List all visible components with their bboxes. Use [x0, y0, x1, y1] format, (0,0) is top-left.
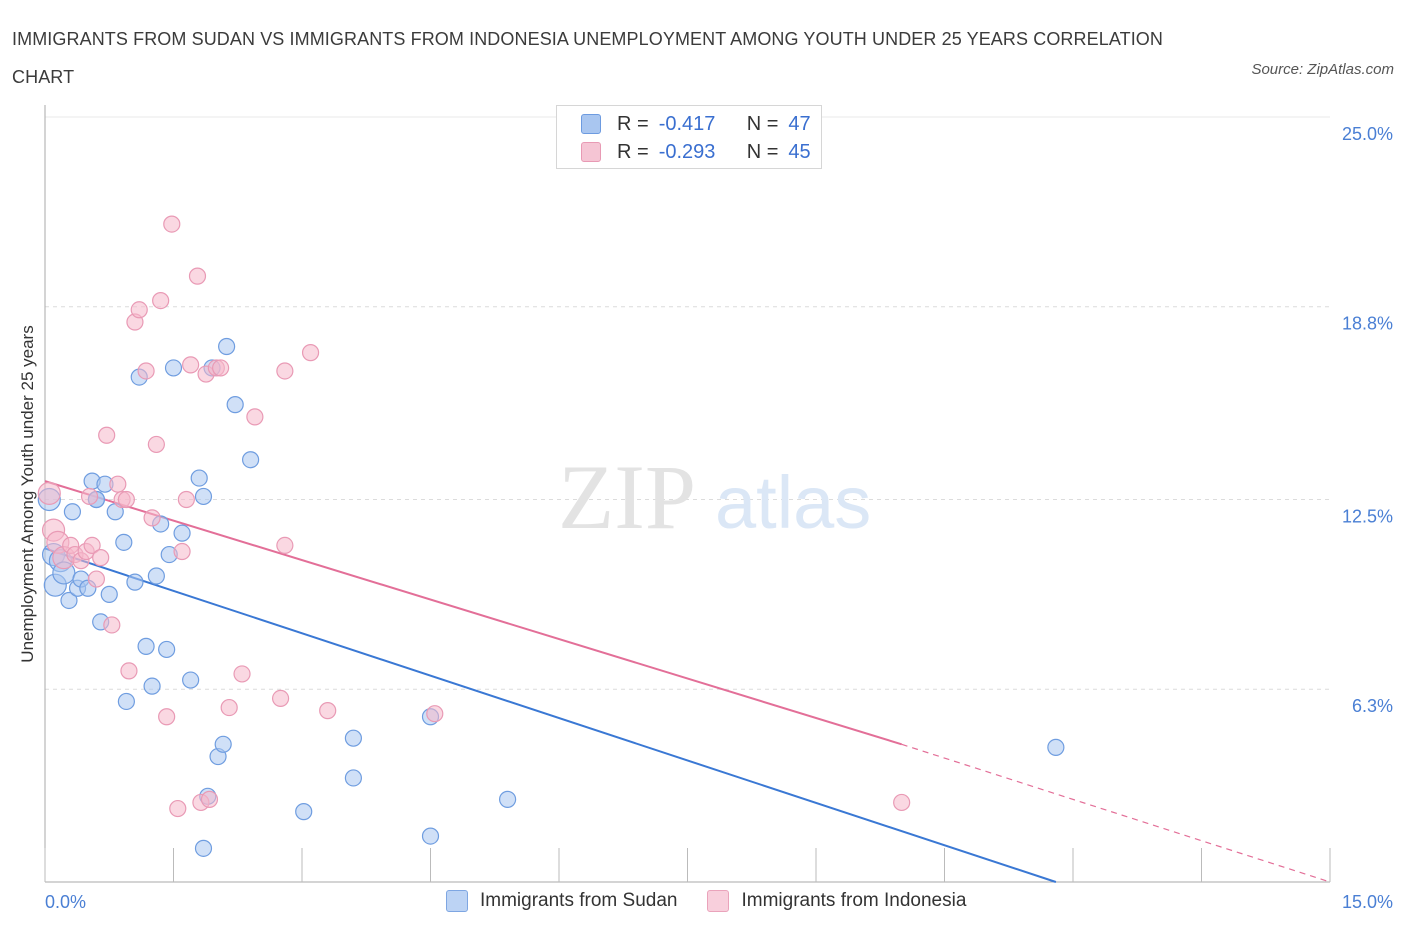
- point-indonesia: [163, 215, 181, 233]
- point-indonesia: [212, 359, 230, 377]
- point-sudan: [194, 839, 213, 857]
- y-tick-label: 6.3%: [1352, 696, 1393, 716]
- point-indonesia: [188, 267, 207, 285]
- y-tick-label: 18.8%: [1342, 314, 1393, 334]
- point-indonesia: [173, 542, 191, 561]
- point-indonesia: [169, 799, 187, 818]
- trend-line-indonesia-extrapolated: [901, 743, 1331, 883]
- legend-r-label: R =: [617, 112, 649, 135]
- zipatlas-watermark: ZIP atlas: [558, 446, 871, 548]
- point-indonesia: [147, 435, 165, 454]
- watermark-atlas: atlas: [715, 461, 871, 544]
- point-sudan: [295, 803, 313, 821]
- point-indonesia: [271, 689, 290, 708]
- legend-n-value-indonesia: 45: [788, 140, 811, 163]
- point-indonesia: [426, 705, 444, 723]
- point-indonesia: [143, 509, 161, 527]
- point-indonesia: [246, 408, 264, 426]
- y-tick-label: 12.5%: [1342, 507, 1393, 527]
- point-indonesia: [87, 570, 106, 588]
- point-indonesia: [117, 490, 135, 509]
- x-tick-label: 0.0%: [45, 892, 86, 912]
- series-label-indonesia: Immigrants from Indonesia: [741, 890, 967, 911]
- point-indonesia: [177, 490, 195, 509]
- point-sudan: [421, 827, 440, 845]
- series-legend-item-sudan[interactable]: Immigrants from Sudan: [446, 890, 677, 912]
- trend-line-sudan: [44, 547, 1057, 883]
- point-indonesia: [158, 708, 176, 726]
- point-indonesia: [276, 362, 294, 380]
- point-indonesia: [233, 665, 251, 683]
- point-indonesia: [103, 616, 121, 634]
- point-indonesia: [893, 793, 911, 812]
- legend-r-label: R =: [617, 140, 649, 163]
- y-axis-label: Unemployment Among Youth under 25 years: [18, 325, 37, 662]
- legend-n-value-sudan: 47: [788, 112, 811, 135]
- legend-n-label: N =: [746, 112, 779, 135]
- trend-line-indonesia: [44, 480, 902, 746]
- point-sudan: [147, 567, 165, 585]
- watermark-zip: ZIP: [558, 446, 696, 548]
- point-indonesia: [92, 549, 110, 567]
- point-indonesia: [83, 536, 101, 555]
- legend-row-indonesia: R = -0.293 N = 45: [581, 139, 811, 165]
- point-indonesia: [120, 662, 138, 680]
- legend-row-sudan: R = -0.417 N = 47: [581, 111, 811, 137]
- point-indonesia: [301, 344, 320, 362]
- point-indonesia: [152, 292, 170, 310]
- series-swatch-indonesia: [707, 890, 730, 912]
- point-sudan: [164, 359, 183, 377]
- point-sudan: [499, 790, 517, 808]
- point-indonesia: [37, 481, 61, 505]
- legend-r-value-sudan: -0.417: [658, 112, 716, 135]
- point-indonesia: [319, 702, 337, 720]
- point-sudan: [344, 729, 362, 747]
- point-indonesia: [137, 362, 155, 380]
- point-indonesia: [182, 356, 200, 374]
- point-sudan: [226, 396, 244, 414]
- legend-swatch-indonesia: [581, 142, 601, 162]
- point-sudan: [60, 591, 78, 610]
- point-sudan: [194, 487, 213, 506]
- correlation-legend: R = -0.417 N = 47 R = -0.293 N = 45: [556, 105, 822, 169]
- point-sudan: [158, 640, 176, 659]
- point-indonesia: [80, 487, 99, 506]
- point-indonesia: [98, 426, 116, 444]
- point-sudan: [143, 677, 161, 695]
- chart-source: Source: ZipAtlas.com: [1251, 61, 1394, 78]
- point-sudan: [63, 503, 82, 521]
- point-indonesia: [220, 698, 238, 717]
- point-sudan: [218, 337, 236, 356]
- point-indonesia: [109, 475, 127, 493]
- x-tick-label: 15.0%: [1342, 892, 1393, 912]
- series-legend: Immigrants from Sudan Immigrants from In…: [446, 890, 996, 912]
- point-sudan: [137, 637, 155, 655]
- point-sudan: [126, 573, 144, 591]
- point-indonesia: [200, 790, 219, 808]
- point-sudan: [182, 671, 200, 689]
- legend-n-label: N =: [746, 140, 779, 163]
- point-indonesia: [130, 301, 148, 319]
- point-sudan: [173, 524, 191, 542]
- legend-swatch-sudan: [581, 114, 601, 134]
- series-swatch-sudan: [446, 890, 468, 912]
- point-indonesia: [276, 536, 294, 555]
- point-sudan: [344, 769, 362, 787]
- point-sudan: [100, 585, 118, 603]
- point-sudan: [115, 533, 133, 551]
- chart-title: IMMIGRANTS FROM SUDAN VS IMMIGRANTS FROM…: [12, 29, 1164, 87]
- point-sudan: [214, 735, 232, 753]
- legend-r-value-indonesia: -0.293: [658, 140, 716, 163]
- point-sudan: [1047, 738, 1065, 756]
- series-legend-item-indonesia[interactable]: Immigrants from Indonesia: [707, 890, 966, 912]
- point-sudan: [242, 451, 260, 469]
- series-label-sudan: Immigrants from Sudan: [480, 890, 678, 911]
- point-sudan: [190, 469, 208, 487]
- point-sudan: [117, 692, 135, 711]
- y-tick-label: 25.0%: [1342, 124, 1393, 144]
